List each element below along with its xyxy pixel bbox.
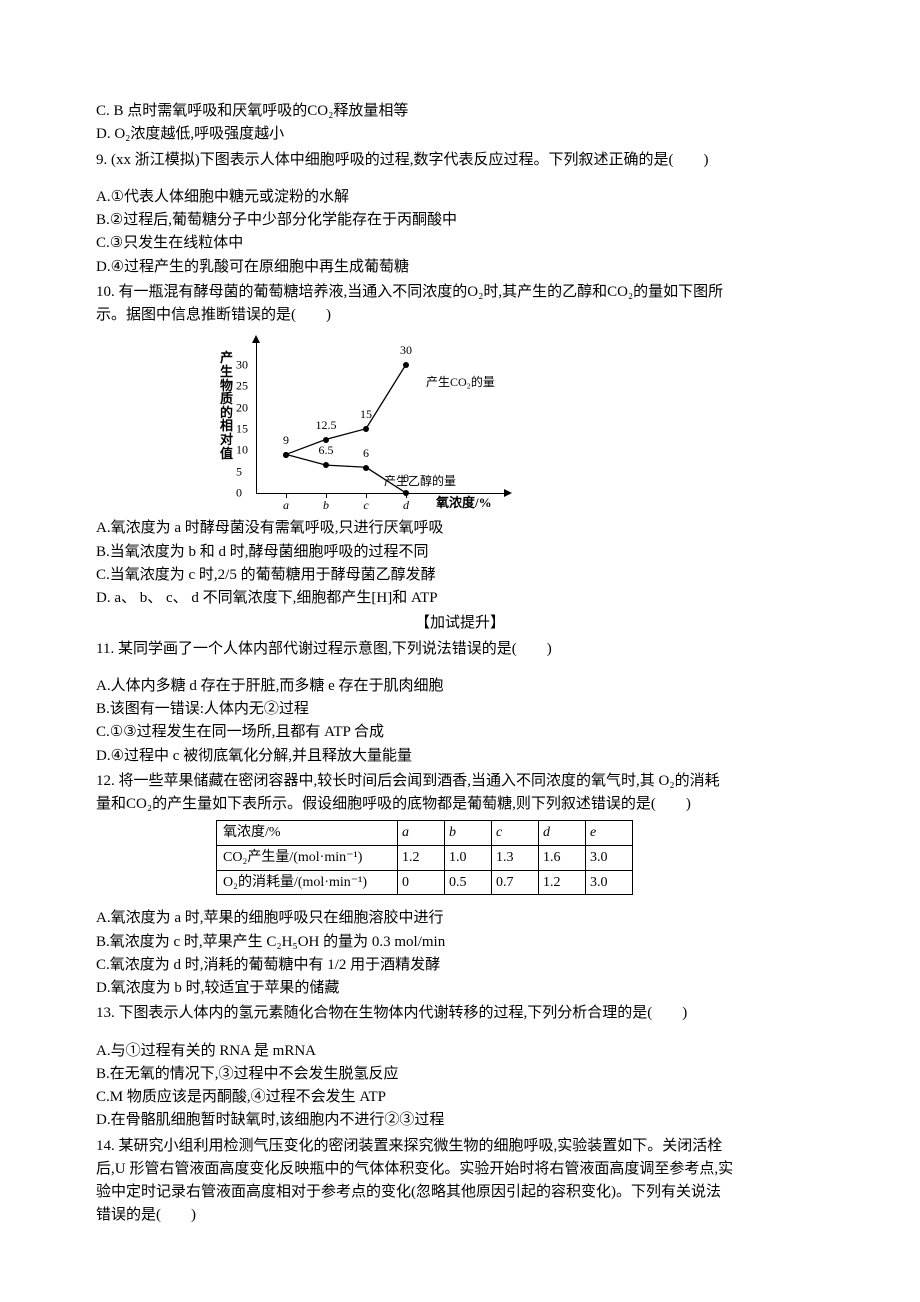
table-cell: 0: [398, 870, 445, 895]
chart-point: [403, 490, 409, 496]
table-cell: a: [398, 821, 445, 846]
q10-stem-2: 示。据图中信息推断错误的是( ): [96, 304, 824, 327]
chart-point: [363, 465, 369, 471]
table-cell: 1.3: [492, 845, 539, 870]
q13-option-a: A.与①过程有关的 RNA 是 mRNA: [96, 1040, 824, 1063]
chart-ytick: 10: [236, 441, 248, 460]
q12-option-d: D.氧浓度为 b 时,较适宜于苹果的储藏: [96, 977, 824, 1000]
q9-stem: 9. (xx 浙江模拟)下图表示人体中细胞呼吸的过程,数字代表反应过程。下列叙述…: [96, 149, 824, 172]
chart-xtick: d: [403, 496, 409, 515]
q8-option-d: D. O₂浓度越低,呼吸强度越小: [96, 123, 824, 146]
chart-point-label: 30: [400, 341, 412, 360]
q12-option-c: C.氧浓度为 d 时,消耗的葡萄糖中有 1/2 用于酒精发酵: [96, 954, 824, 977]
chart-point-label: 6.5: [319, 441, 334, 460]
chart-ytick: 25: [236, 377, 248, 396]
q11-figure-placeholder: [96, 661, 824, 675]
chart-point: [363, 426, 369, 432]
chart-point-label: 6: [363, 443, 369, 462]
q12-table: 氧浓度/% a b c d e CO₂产生量/(mol·min⁻¹) 1.2 1…: [216, 820, 633, 895]
table-cell: 1.0: [445, 845, 492, 870]
q9-figure-placeholder: [96, 172, 824, 186]
q10-option-c: C.当氧浓度为 c 时,2/5 的葡萄糖用于酵母菌乙醇发酵: [96, 564, 824, 587]
chart-xtick: c: [363, 496, 368, 515]
table-cell: c: [492, 821, 539, 846]
table-cell: 3.0: [586, 845, 633, 870]
q10-chart: 产生物质的相对值 氧浓度/% 051015202530abcd912.51530…: [226, 333, 536, 513]
table-cell: 1.6: [539, 845, 586, 870]
q10-chart-y-arrow-icon: [252, 335, 260, 343]
table-cell: 0.5: [445, 870, 492, 895]
chart-point-label: 15: [360, 405, 372, 424]
q14-stem-4: 错误的是( ): [96, 1204, 824, 1227]
q13-figure-placeholder: [96, 1026, 824, 1040]
q12-stem-1: 12. 将一些苹果储藏在密闭容器中,较长时间后会闻到酒香,当通入不同浓度的氧气时…: [96, 770, 824, 793]
table-row: CO₂产生量/(mol·min⁻¹) 1.2 1.0 1.3 1.6 3.0: [217, 845, 633, 870]
q10-chart-lines: [256, 343, 506, 493]
q11-option-b: B.该图有一错误:人体内无②过程: [96, 698, 824, 721]
q12-option-a: A.氧浓度为 a 时,苹果的细胞呼吸只在细胞溶胶中进行: [96, 907, 824, 930]
table-cell: CO₂产生量/(mol·min⁻¹): [217, 845, 398, 870]
q11-option-a: A.人体内多糖 d 存在于肝脏,而多糖 e 存在于肌肉细胞: [96, 675, 824, 698]
q10-chart-xlabel: 氧浓度/%: [436, 493, 492, 513]
chart-ytick: 20: [236, 398, 248, 417]
q11-option-d: D.④过程中 c 被彻底氧化分解,并且释放大量能量: [96, 745, 824, 768]
table-cell: b: [445, 821, 492, 846]
q11-option-c: C.①③过程发生在同一场所,且都有 ATP 合成: [96, 721, 824, 744]
table-cell: O₂的消耗量/(mol·min⁻¹): [217, 870, 398, 895]
q10-stem-1: 10. 有一瓶混有酵母菌的葡萄糖培养液,当通入不同浓度的O₂时,其产生的乙醇和C…: [96, 281, 824, 304]
chart-point-label: 12.5: [316, 416, 337, 435]
q13-stem: 13. 下图表示人体内的氢元素随化合物在生物体内代谢转移的过程,下列分析合理的是…: [96, 1002, 824, 1025]
q10-chart-ylabel: 产生物质的相对值: [220, 351, 236, 460]
chart-point-label: 9: [283, 431, 289, 450]
q9-option-b: B.②过程后,葡萄糖分子中少部分化学能存在于丙酮酸中: [96, 209, 824, 232]
table-cell: 1.2: [398, 845, 445, 870]
q8-option-c: C. B 点时需氧呼吸和厌氧呼吸的CO₂释放量相等: [96, 100, 824, 123]
q10-option-d: D. a、 b、 c、 d 不同氧浓度下,细胞都产生[H]和 ATP: [96, 587, 824, 610]
q9-option-a: A.①代表人体细胞中糖元或淀粉的水解: [96, 186, 824, 209]
q13-option-d: D.在骨骼肌细胞暂时缺氧时,该细胞内不进行②③过程: [96, 1109, 824, 1132]
q14-stem-3: 验中定时记录右管液面高度相对于参考点的变化(忽略其他原因引起的容积变化)。下列有…: [96, 1181, 824, 1204]
q13-option-b: B.在无氧的情况下,③过程中不会发生脱氢反应: [96, 1063, 824, 1086]
q13-option-c: C.M 物质应该是丙酮酸,④过程不会发生 ATP: [96, 1086, 824, 1109]
q12-stem-2: 量和CO₂的产生量如下表所示。假设细胞呼吸的底物都是葡萄糖,则下列叙述错误的是(…: [96, 793, 824, 816]
q10-option-a: A.氧浓度为 a 时酵母菌没有需氧呼吸,只进行厌氧呼吸: [96, 517, 824, 540]
chart-ytick: 0: [236, 484, 242, 503]
chart-xtick: a: [283, 496, 289, 515]
q9-option-c: C.③只发生在线粒体中: [96, 232, 824, 255]
chart-point: [323, 462, 329, 468]
table-cell: e: [586, 821, 633, 846]
q14-stem-1: 14. 某研究小组利用检测气压变化的密闭装置来探究微生物的细胞呼吸,实验装置如下…: [96, 1135, 824, 1158]
table-row: 氧浓度/% a b c d e: [217, 821, 633, 846]
chart-ytick: 30: [236, 355, 248, 374]
q14-stem-2: 后,U 形管右管液面高度变化反映瓶中的气体体积变化。实验开始时将右管液面高度调至…: [96, 1158, 824, 1181]
chart-ytick: 5: [236, 463, 242, 482]
q12-option-b: B.氧浓度为 c 时,苹果产生 C₂H₅OH 的量为 0.3 mol/min: [96, 931, 824, 954]
section-subheading: 【加试提升】: [96, 612, 824, 635]
q10-option-b: B.当氧浓度为 b 和 d 时,酵母菌细胞呼吸的过程不同: [96, 541, 824, 564]
q11-stem: 11. 某同学画了一个人体内部代谢过程示意图,下列说法错误的是( ): [96, 638, 824, 661]
chart-xtick: b: [323, 496, 329, 515]
table-cell: 3.0: [586, 870, 633, 895]
chart-ytick: 15: [236, 420, 248, 439]
chart-series-label: 产生乙醇的量: [384, 472, 456, 491]
chart-point: [403, 362, 409, 368]
table-row: O₂的消耗量/(mol·min⁻¹) 0 0.5 0.7 1.2 3.0: [217, 870, 633, 895]
table-cell: 0.7: [492, 870, 539, 895]
q9-option-d: D.④过程产生的乳酸可在原细胞中再生成葡萄糖: [96, 256, 824, 279]
chart-series-label: 产生CO₂的量: [426, 373, 495, 392]
table-cell: 1.2: [539, 870, 586, 895]
table-cell: d: [539, 821, 586, 846]
chart-point: [283, 452, 289, 458]
table-cell: 氧浓度/%: [217, 821, 398, 846]
